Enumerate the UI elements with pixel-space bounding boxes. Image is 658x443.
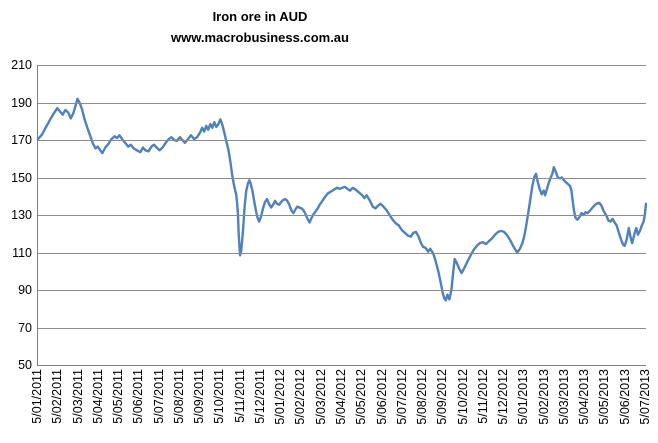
y-tick-label-150: 150 bbox=[11, 170, 32, 185]
x-tick-label-25: 5/02/2013 bbox=[536, 369, 551, 425]
x-tick-label-8: 5/09/2011 bbox=[192, 369, 207, 424]
x-tick-label-29: 5/06/2013 bbox=[617, 369, 632, 425]
x-tick-label-5: 5/06/2011 bbox=[131, 369, 146, 424]
y-tick-label-170: 170 bbox=[11, 133, 32, 147]
y-gridline-70 bbox=[38, 327, 646, 329]
y-gridline-170 bbox=[38, 140, 646, 141]
x-tick-label-4: 5/05/2011 bbox=[111, 369, 126, 424]
x-tick-label-28: 5/05/2013 bbox=[597, 369, 612, 425]
x-tick-label-18: 5/07/2012 bbox=[394, 369, 409, 425]
x-tick-label-7: 5/08/2011 bbox=[171, 369, 186, 424]
x-tick-label-30: 5/07/2013 bbox=[638, 369, 652, 425]
iron-ore-line bbox=[36, 97, 648, 302]
x-tick-label-23: 5/12/2012 bbox=[496, 369, 511, 425]
y-gridline-210 bbox=[38, 65, 646, 66]
x-tick-label-26: 5/03/2013 bbox=[556, 369, 571, 425]
x-tick-label-14: 5/03/2012 bbox=[313, 369, 328, 425]
plot-area bbox=[36, 65, 648, 366]
y-tick-label-190: 190 bbox=[11, 95, 32, 110]
y-gridline-130 bbox=[38, 215, 646, 216]
x-tick-label-22: 5/11/2012 bbox=[475, 369, 490, 424]
x-tick-label-11: 5/12/2011 bbox=[252, 369, 267, 424]
chart-title: Iron ore in AUD bbox=[212, 9, 308, 24]
y-gridline-190 bbox=[38, 102, 646, 104]
x-tick-label-13: 5/02/2012 bbox=[293, 369, 308, 425]
y-tick-label-70: 70 bbox=[18, 320, 32, 335]
y-tick-label-130: 130 bbox=[11, 208, 32, 222]
x-tick-label-20: 5/09/2012 bbox=[435, 369, 450, 425]
x-tick-label-3: 5/04/2011 bbox=[90, 369, 105, 424]
y-tick-label-210: 210 bbox=[11, 58, 32, 72]
y-gridline-110 bbox=[38, 252, 646, 254]
x-tick-label-10: 5/11/2011 bbox=[232, 369, 247, 423]
x-tick-label-2: 5/03/2011 bbox=[70, 369, 85, 424]
x-tick-label-0: 5/01/2011 bbox=[30, 369, 44, 424]
y-tick-label-110: 110 bbox=[12, 245, 32, 260]
y-tick-label-90: 90 bbox=[18, 283, 32, 297]
chart-subtitle: www.macrobusiness.com.au bbox=[171, 30, 349, 45]
x-tick-label-6: 5/07/2011 bbox=[151, 369, 166, 424]
x-tick-label-15: 5/04/2012 bbox=[334, 369, 348, 425]
y-gridline-90 bbox=[38, 290, 646, 291]
x-tick-label-1: 5/02/2011 bbox=[50, 369, 65, 424]
x-tick-label-19: 5/08/2012 bbox=[415, 369, 430, 425]
x-tick-label-24: 5/01/2013 bbox=[516, 369, 531, 425]
x-tick-label-12: 5/01/2012 bbox=[273, 369, 288, 425]
x-tick-label-21: 5/10/2012 bbox=[455, 369, 470, 425]
y-gridline-150 bbox=[38, 177, 646, 179]
x-tick-label-17: 5/06/2012 bbox=[374, 369, 389, 425]
x-tick-label-16: 5/05/2012 bbox=[354, 369, 369, 425]
x-tick-label-27: 5/04/2013 bbox=[577, 369, 592, 425]
y-tick-label-50: 50 bbox=[18, 358, 32, 372]
x-tick-label-9: 5/10/2011 bbox=[212, 369, 227, 424]
